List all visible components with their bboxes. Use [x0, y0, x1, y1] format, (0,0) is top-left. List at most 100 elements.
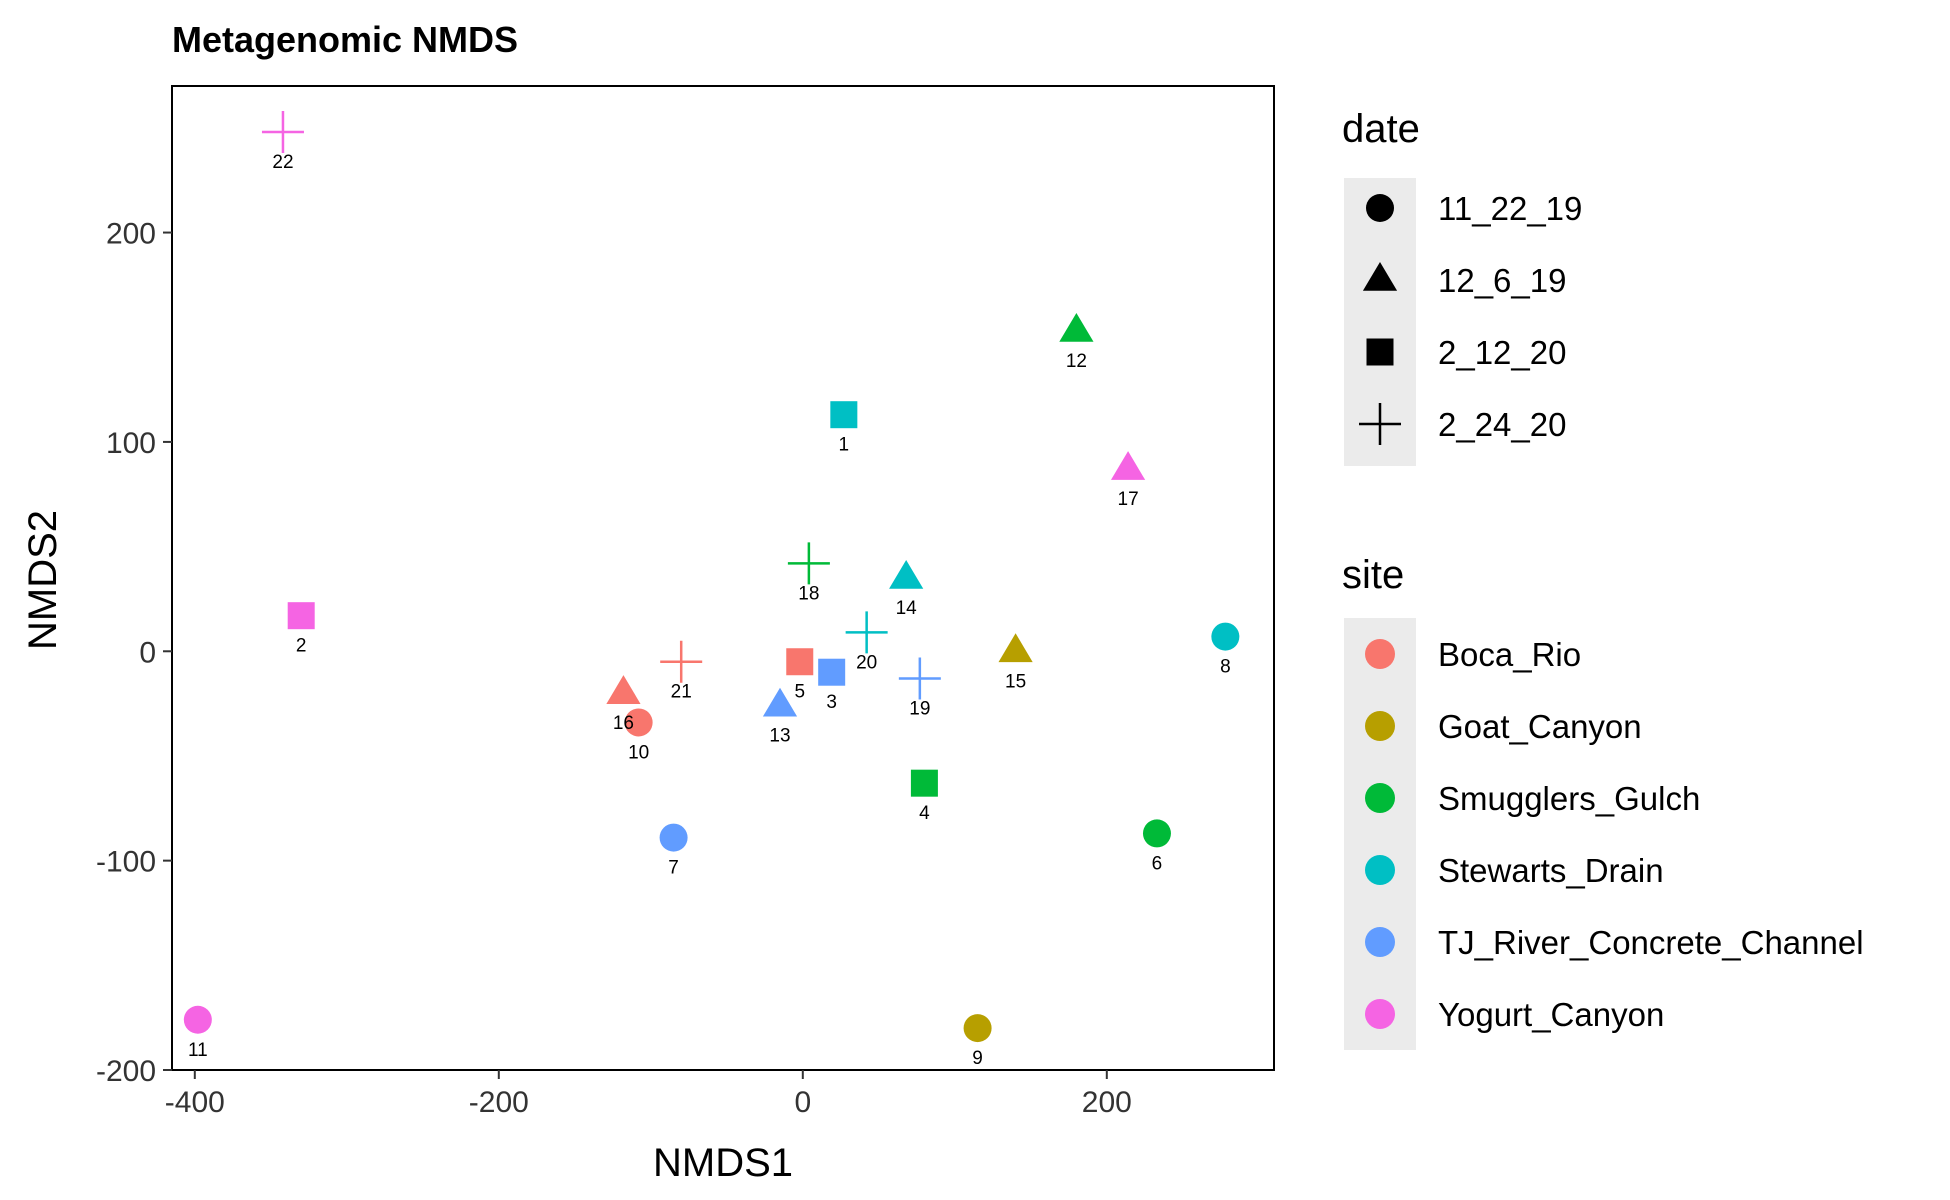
point-label: 9 — [972, 1048, 983, 1069]
legend-item-Smugglers_Gulch: Smugglers_Gulch — [1365, 780, 1700, 817]
data-point-2: 2 — [287, 602, 315, 657]
circle-icon — [1366, 194, 1394, 222]
data-point-14: 14 — [889, 560, 924, 619]
legend-item-TJ_River_Concrete_Channel: TJ_River_Concrete_Channel — [1365, 924, 1864, 961]
point-marker — [830, 401, 858, 429]
y-tick-label: 100 — [106, 427, 156, 460]
legend-date-title: date — [1342, 107, 1420, 151]
data-point-7: 7 — [659, 823, 688, 879]
legend-item-label: TJ_River_Concrete_Channel — [1438, 924, 1864, 961]
data-point-10: 10 — [624, 708, 653, 763]
plus-icon — [1359, 403, 1401, 445]
color-swatch-icon — [1365, 639, 1395, 669]
color-swatch-icon — [1365, 999, 1395, 1029]
point-marker — [963, 1014, 992, 1043]
x-axis-title: NMDS1 — [653, 1141, 793, 1185]
data-point-12: 12 — [1059, 312, 1094, 372]
legend-date: date 11_22_19 12_6_19 2_12_20 2_24_20 — [1342, 107, 1582, 466]
legend-item-label: Stewarts_Drain — [1438, 852, 1664, 889]
chart-title: Metagenomic NMDS — [172, 19, 518, 60]
legend-item-label: 11_22_19 — [1438, 190, 1582, 227]
legend-item-2_12_20: 2_12_20 — [1366, 334, 1566, 371]
data-point-13: 13 — [762, 687, 798, 747]
point-marker — [287, 602, 315, 630]
point-label: 13 — [769, 726, 790, 747]
point-marker — [1142, 819, 1171, 848]
point-label: 12 — [1066, 351, 1087, 372]
point-label: 17 — [1118, 489, 1139, 510]
point-label: 3 — [826, 692, 837, 713]
legend-site: site Boca_Rio Goat_Canyon Smugglers_Gulch St… — [1342, 553, 1864, 1050]
color-swatch-icon — [1365, 711, 1395, 741]
point-marker — [1110, 451, 1146, 480]
legend-item-12_6_19: 12_6_19 — [1362, 262, 1566, 299]
point-marker — [762, 687, 798, 717]
legend-item-label: Goat_Canyon — [1438, 708, 1642, 745]
legend-item-label: Boca_Rio — [1438, 636, 1581, 673]
y-tick-label: 200 — [106, 218, 156, 251]
point-marker — [786, 648, 814, 676]
data-point-11: 11 — [183, 1005, 212, 1061]
point-label: 14 — [896, 598, 918, 619]
x-tick-label: 0 — [794, 1086, 811, 1119]
legend-site-title: site — [1342, 553, 1404, 597]
point-marker — [898, 657, 941, 700]
color-swatch-icon — [1365, 927, 1395, 957]
legend-item-label: Smugglers_Gulch — [1438, 780, 1700, 817]
data-point-21: 21 — [660, 640, 703, 703]
data-point-18: 18 — [787, 542, 830, 604]
x-tick-label: 200 — [1082, 1086, 1132, 1119]
legend-item-Boca_Rio: Boca_Rio — [1365, 636, 1581, 673]
y-tick-label: -200 — [96, 1055, 156, 1088]
data-point-1: 1 — [830, 401, 858, 456]
data-point-15: 15 — [998, 633, 1033, 692]
point-marker — [660, 640, 703, 683]
y-axis-title: NMDS2 — [21, 510, 65, 650]
point-marker — [1059, 312, 1094, 342]
color-swatch-icon — [1365, 783, 1395, 813]
axes: -400 -200 0 200 -200 -100 0 100 200 — [96, 218, 1132, 1119]
point-label: 16 — [613, 713, 634, 734]
legend-item-label: Yogurt_Canyon — [1438, 996, 1664, 1033]
point-marker — [624, 708, 653, 737]
legend-item-label: 2_12_20 — [1438, 334, 1566, 371]
data-point-3: 3 — [818, 658, 846, 713]
legend-item-11_22_19: 11_22_19 — [1366, 190, 1582, 227]
point-label: 15 — [1005, 671, 1026, 692]
point-marker — [183, 1005, 212, 1034]
data-point-8: 8 — [1211, 622, 1240, 678]
point-marker — [818, 658, 846, 686]
point-label: 2 — [296, 636, 307, 657]
plot-panel — [171, 85, 1275, 1071]
square-icon — [1366, 338, 1394, 366]
point-label: 1 — [839, 435, 850, 456]
data-point-20: 20 — [845, 611, 888, 673]
point-marker — [998, 633, 1033, 663]
point-label: 11 — [188, 1040, 208, 1061]
point-label: 4 — [919, 803, 930, 824]
data-point-17: 17 — [1110, 451, 1146, 510]
point-marker — [606, 675, 641, 704]
data-point-22: 22 — [261, 111, 304, 173]
data-point-6: 6 — [1142, 819, 1171, 874]
legend-item-label: 2_24_20 — [1438, 406, 1566, 443]
legend-key-background — [1344, 618, 1416, 1050]
point-label: 7 — [668, 858, 679, 879]
point-label: 18 — [798, 583, 819, 604]
triangle-icon — [1362, 262, 1398, 291]
point-label: 19 — [909, 698, 930, 719]
data-point-16: 16 — [606, 675, 641, 734]
point-label: 5 — [794, 682, 805, 703]
legend-item-Yogurt_Canyon: Yogurt_Canyon — [1365, 996, 1664, 1033]
point-marker — [261, 111, 304, 154]
legend-item-Goat_Canyon: Goat_Canyon — [1365, 708, 1642, 745]
point-marker — [1211, 622, 1240, 651]
point-marker — [659, 823, 688, 852]
point-label: 6 — [1152, 853, 1163, 874]
point-marker — [889, 560, 924, 589]
legend-item-label: 12_6_19 — [1438, 262, 1566, 299]
data-point-5: 5 — [786, 648, 814, 703]
y-tick-label: 0 — [139, 636, 156, 669]
